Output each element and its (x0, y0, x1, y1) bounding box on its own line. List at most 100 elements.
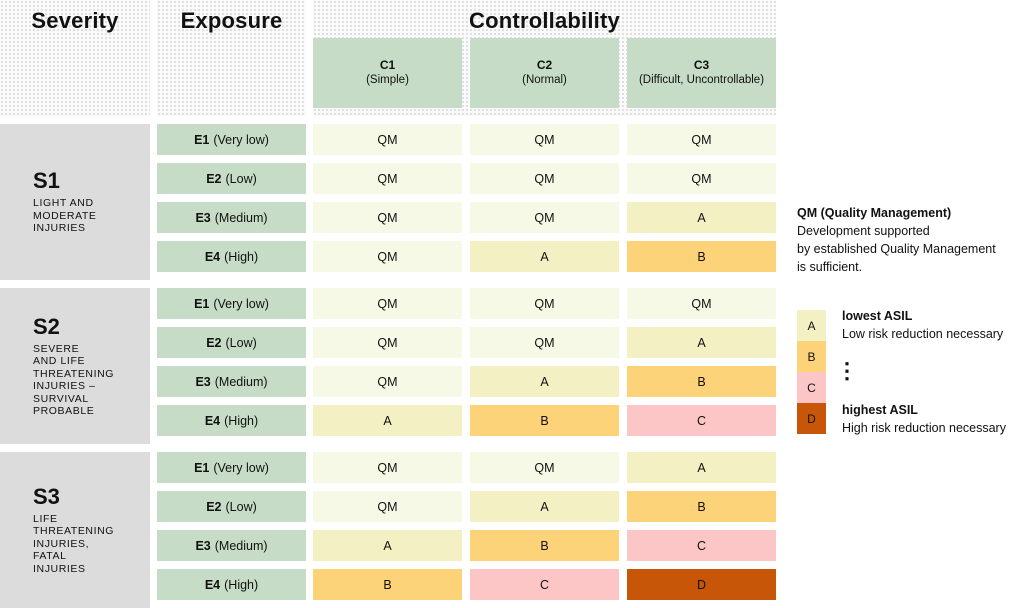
exposure-e2: E2 (Low) (157, 327, 306, 358)
asil-cell: QM (470, 163, 619, 194)
asil-cell: QM (470, 202, 619, 233)
legend-highest-desc: High risk reduction necessary (842, 421, 1006, 435)
legend-level-b: B (797, 341, 826, 372)
exposure-code: E1 (194, 460, 210, 475)
asil-cell: QM (313, 288, 462, 319)
exposure-code: E3 (195, 538, 211, 553)
asil-cell: QM (313, 327, 462, 358)
asil-cell: QM (627, 124, 776, 155)
legend-highest-title: highest ASIL (842, 403, 918, 417)
exposure-heading: Exposure (180, 8, 283, 33)
exposure-e3: E3 (Medium) (157, 366, 306, 397)
asil-cell: QM (313, 163, 462, 194)
exposure-label: (Medium) (214, 210, 268, 225)
severity-heading: Severity (31, 8, 119, 33)
severity-s3: S3 LIFE THREATENING INJURIES, FATAL INJUR… (0, 452, 150, 608)
exposure-label: (Low) (225, 335, 257, 350)
exposure-e3: E3 (Medium) (157, 530, 306, 561)
severity-s2: S2 SEVERE AND LIFE THREATENING INJURIES –… (0, 288, 150, 444)
asil-cell: QM (313, 124, 462, 155)
exposure-code: E2 (206, 335, 222, 350)
asil-cell: C (627, 405, 776, 436)
severity-code: S3 (33, 483, 60, 509)
controllability-label: (Difficult, Uncontrollable) (638, 74, 765, 86)
asil-cell: D (627, 569, 776, 600)
asil-cell: B (313, 569, 462, 600)
exposure-e4: E4 (High) (157, 569, 306, 600)
asil-cell: A (470, 241, 619, 272)
asil-cell: A (313, 405, 462, 436)
asil-cell: QM (470, 288, 619, 319)
exposure-label: (Low) (225, 171, 257, 186)
severity-code: S1 (33, 168, 60, 194)
asil-cell: B (627, 241, 776, 272)
asil-cell: B (627, 491, 776, 522)
asil-cell: QM (313, 241, 462, 272)
severity-header-bg (0, 0, 150, 117)
exposure-label: (Very low) (213, 460, 269, 475)
legend-qm-line: is sufficient. (797, 260, 863, 274)
exposure-header-bg (157, 0, 306, 117)
asil-cell: B (627, 366, 776, 397)
exposure-e3: E3 (Medium) (157, 202, 306, 233)
controllability-c3-header: C3 (Difficult, Uncontrollable) (627, 38, 776, 108)
asil-cell: QM (470, 124, 619, 155)
exposure-label: (Very low) (213, 296, 269, 311)
exposure-label: (Very low) (213, 132, 269, 147)
asil-cell: A (627, 327, 776, 358)
legend-qm-line: Development supported (797, 224, 930, 238)
asil-cell: A (627, 202, 776, 233)
exposure-code: E3 (195, 210, 211, 225)
controllability-code: C3 (693, 58, 710, 72)
asil-cell: QM (313, 491, 462, 522)
exposure-label: (Medium) (214, 374, 268, 389)
exposure-label: (High) (224, 249, 259, 264)
exposure-label: (High) (224, 577, 259, 592)
exposure-e4: E4 (High) (157, 405, 306, 436)
severity-s1: S1 LIGHT AND MODERATE INJURIES (0, 124, 150, 280)
legend-ellipsis: ⋮ (836, 358, 858, 383)
asil-cell: QM (627, 163, 776, 194)
exposure-label: (Medium) (214, 538, 268, 553)
exposure-code: E4 (204, 249, 221, 264)
exposure-code: E1 (194, 132, 210, 147)
legend-qm-line: by established Quality Management (797, 242, 996, 256)
exposure-e4: E4 (High) (157, 241, 306, 272)
severity-description: SEVERE AND LIFE THREATENING INJURIES – S… (33, 342, 115, 418)
exposure-e2: E2 (Low) (157, 163, 306, 194)
asil-cell: QM (470, 327, 619, 358)
exposure-label: (Low) (225, 499, 257, 514)
exposure-code: E1 (194, 296, 210, 311)
asil-cell: A (313, 530, 462, 561)
asil-cell: B (470, 530, 619, 561)
exposure-e1: E1 (Very low) (157, 452, 306, 483)
exposure-e2: E2 (Low) (157, 491, 306, 522)
legend-lowest: lowest ASIL Low risk reduction necessary (842, 307, 1024, 343)
asil-cell: QM (313, 202, 462, 233)
legend-lowest-title: lowest ASIL (842, 309, 913, 323)
controllability-c1-header: C1 (Simple) (313, 38, 462, 108)
legend-qm: QM (Quality Management) Development supp… (797, 204, 1024, 276)
exposure-code: E3 (195, 374, 211, 389)
asil-cell: C (470, 569, 619, 600)
legend-lowest-desc: Low risk reduction necessary (842, 327, 1004, 341)
controllability-code: C2 (536, 58, 553, 72)
asil-cell: A (470, 491, 619, 522)
asil-cell: C (627, 530, 776, 561)
legend-level-a: A (797, 310, 826, 341)
controllability-heading: Controllability (469, 8, 620, 33)
controllability-c2-header: C2 (Normal) (470, 38, 619, 108)
legend-highest: highest ASIL High risk reduction necessa… (842, 401, 1024, 437)
legend-level-c: C (797, 372, 826, 403)
asil-cell: B (470, 405, 619, 436)
exposure-label: (High) (224, 413, 259, 428)
asil-cell: QM (313, 452, 462, 483)
asil-cell: QM (313, 366, 462, 397)
exposure-code: E4 (204, 577, 221, 592)
asil-cell: QM (470, 452, 619, 483)
controllability-code: C1 (379, 58, 396, 72)
controllability-label: (Simple) (366, 74, 409, 86)
legend-qm-title: QM (Quality Management) (797, 206, 952, 220)
controllability-label: (Normal) (522, 74, 567, 86)
severity-description: LIFE THREATENING INJURIES, FATAL INJURIE… (33, 512, 115, 575)
